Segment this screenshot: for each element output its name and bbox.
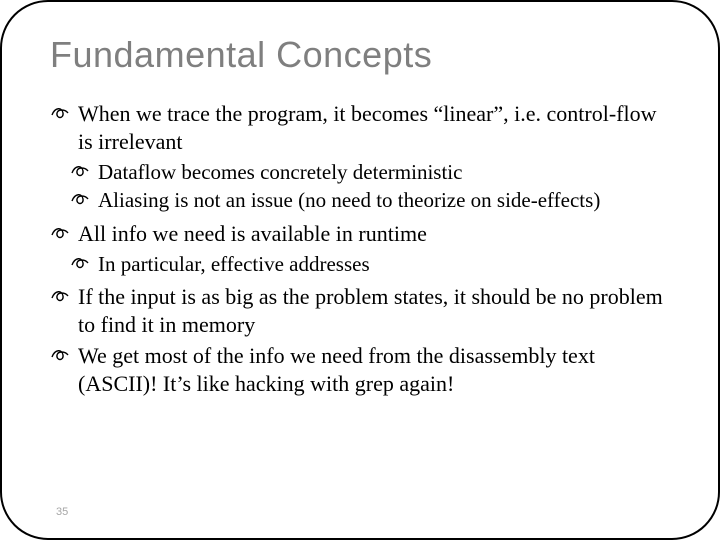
list-item: When we trace the program, it becomes “l… — [50, 100, 670, 155]
list-item: Aliasing is not an issue (no need to the… — [70, 187, 670, 213]
scribble-icon — [70, 253, 90, 273]
list-item-text: Aliasing is not an issue (no need to the… — [98, 188, 600, 212]
scribble-icon — [50, 222, 70, 242]
bullet-group: All info we need is available in runtime… — [50, 220, 670, 278]
slide-frame: Fundamental Concepts When we trace the p… — [0, 0, 720, 540]
bullet-list: When we trace the program, it becomes “l… — [50, 100, 670, 397]
page-number: 35 — [56, 506, 68, 518]
list-item: Dataflow becomes concretely deterministi… — [70, 159, 670, 185]
bullet-group: When we trace the program, it becomes “l… — [50, 100, 670, 214]
scribble-icon — [50, 102, 70, 122]
scribble-icon — [50, 285, 70, 305]
list-item-text: When we trace the program, it becomes “l… — [78, 101, 656, 154]
scribble-icon — [50, 344, 70, 364]
scribble-icon — [70, 161, 90, 181]
list-item: All info we need is available in runtime — [50, 220, 670, 248]
scribble-icon — [70, 189, 90, 209]
list-item: If the input is as big as the problem st… — [50, 283, 670, 338]
slide-title: Fundamental Concepts — [50, 34, 670, 76]
list-item-text: In particular, effective addresses — [98, 252, 370, 276]
list-item-text: All info we need is available in runtime — [78, 221, 427, 246]
list-item-text: We get most of the info we need from the… — [78, 343, 595, 396]
list-item-text: Dataflow becomes concretely deterministi… — [98, 160, 462, 184]
list-item: We get most of the info we need from the… — [50, 342, 670, 397]
list-item: In particular, effective addresses — [70, 251, 670, 277]
list-item-text: If the input is as big as the problem st… — [78, 284, 663, 337]
